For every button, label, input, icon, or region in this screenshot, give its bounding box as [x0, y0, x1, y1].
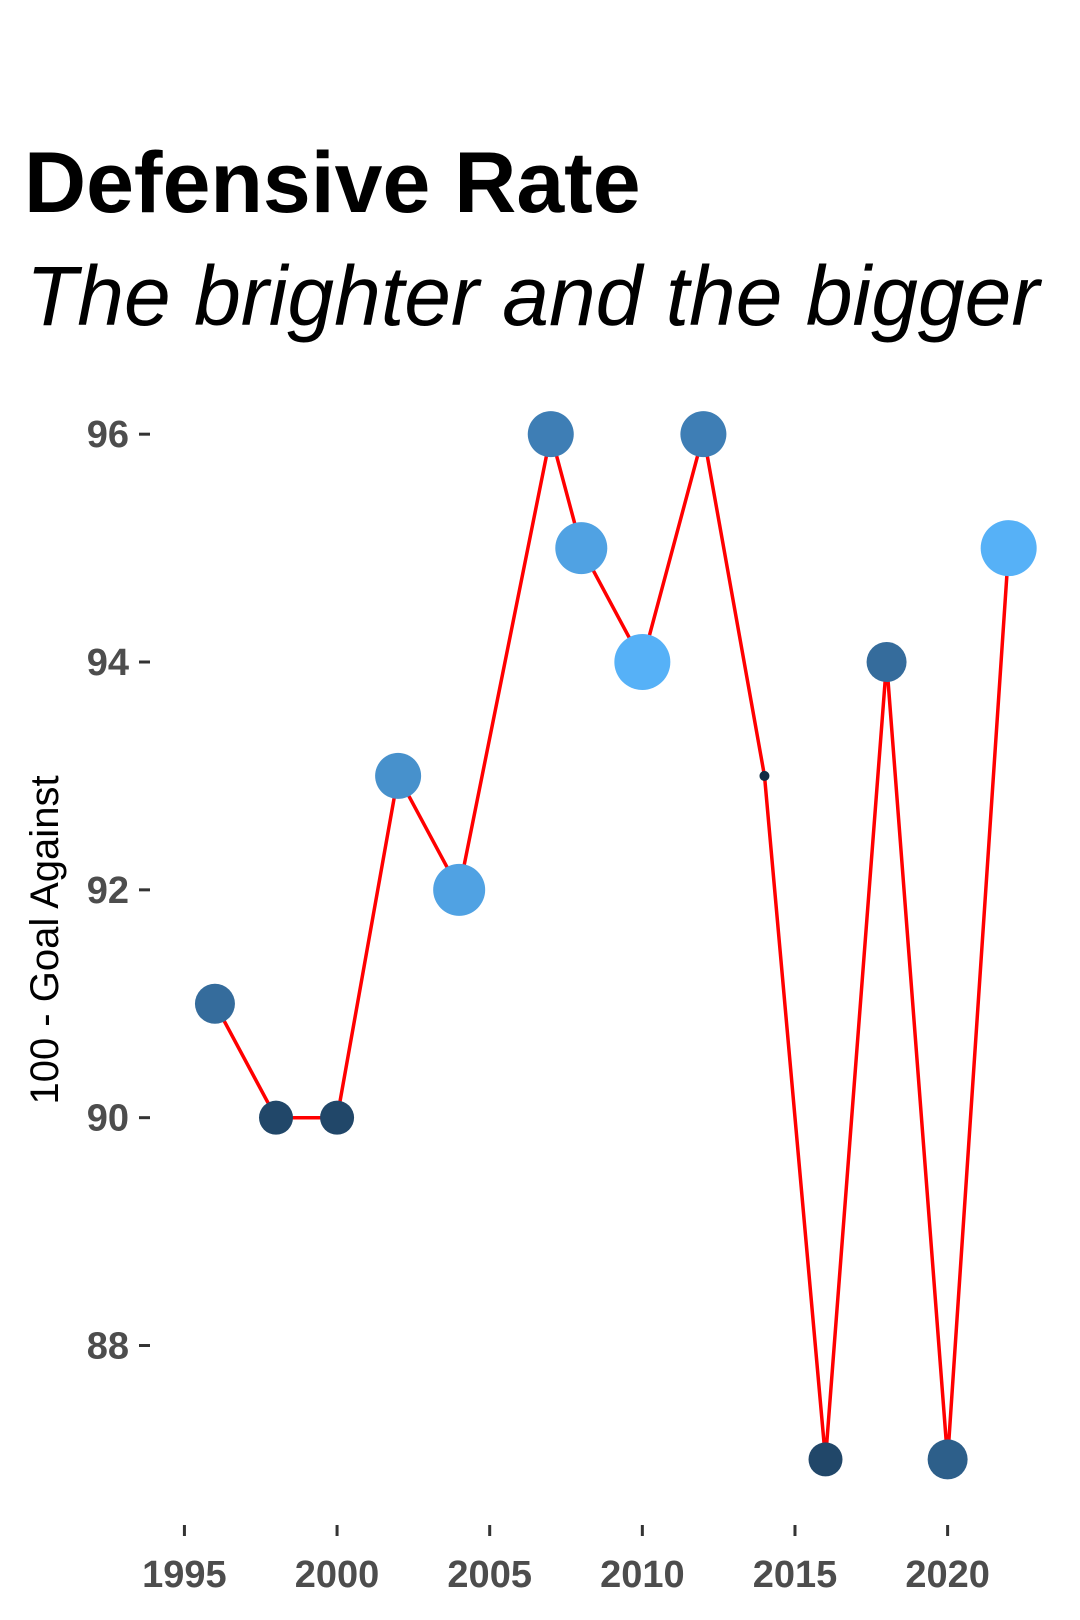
- y-tick-label: 92: [87, 870, 129, 912]
- data-point: [194, 983, 235, 1024]
- data-point: [980, 520, 1037, 577]
- x-tick-label: 1995: [142, 1554, 227, 1596]
- data-point: [680, 411, 727, 458]
- x-axis: 1995 2000 2005 2010 2015 2020: [142, 1525, 990, 1596]
- data-point: [866, 642, 907, 683]
- data-point: [759, 770, 770, 781]
- data-point: [433, 863, 486, 916]
- data-point: [527, 411, 574, 458]
- y-tick-label: 90: [87, 1098, 129, 1140]
- chart-subtitle: The brighter and the bigger: [26, 249, 1040, 343]
- x-tick-label: 2020: [905, 1554, 990, 1596]
- data-point: [614, 634, 671, 691]
- x-tick-label: 2015: [753, 1554, 838, 1596]
- data-point: [927, 1439, 968, 1480]
- data-point: [375, 752, 422, 799]
- x-tick-label: 2010: [600, 1554, 685, 1596]
- data-point: [555, 522, 608, 575]
- y-tick-label: 88: [87, 1326, 129, 1368]
- data-point: [259, 1100, 294, 1135]
- y-tick-label: 96: [87, 414, 129, 456]
- x-tick-label: 2005: [447, 1554, 532, 1596]
- chart-title: Defensive Rate: [24, 135, 641, 231]
- data-point: [808, 1442, 843, 1477]
- y-axis-title: 100 - Goal Against: [23, 775, 67, 1104]
- series-line: [213, 432, 1011, 1462]
- y-axis: 88 90 92 94 96: [87, 414, 150, 1368]
- y-tick-label: 94: [87, 642, 129, 684]
- x-tick-label: 2000: [295, 1554, 380, 1596]
- data-point: [320, 1100, 355, 1135]
- data-points: [194, 411, 1037, 1480]
